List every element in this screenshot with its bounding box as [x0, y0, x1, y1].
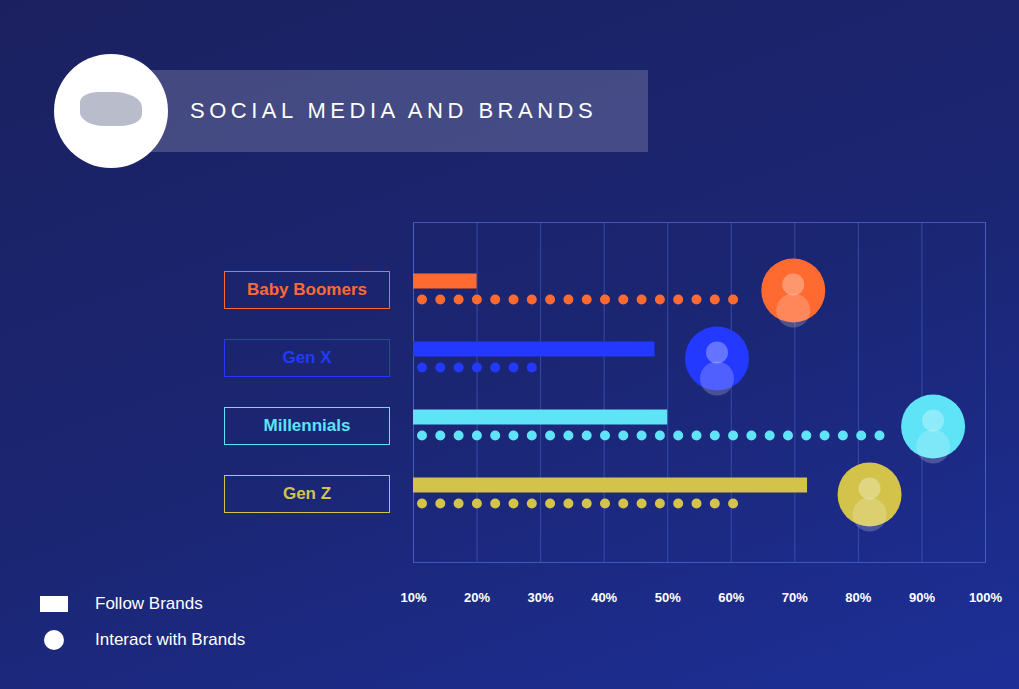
svg-text:100%: 100% [969, 590, 1003, 605]
html-text:Gen X: Gen X [282, 348, 332, 367]
svg-text:70%: 70% [782, 590, 808, 605]
svg-text:10%: 10% [400, 590, 426, 605]
html-text:Millennials: Millennials [263, 416, 351, 435]
svg-text:20%: 20% [464, 590, 490, 605]
html-text:Gen Z: Gen Z [282, 484, 332, 503]
html-text:SOCIAL MEDIA AND BRANDS: SOCIAL MEDIA AND BRANDS [190, 98, 598, 123]
svg-text:60%: 60% [718, 590, 744, 605]
html-text:Baby Boomers: Baby Boomers [247, 280, 367, 299]
html-text:Interact with Brands: Interact with Brands [95, 630, 246, 649]
svg-text:80%: 80% [845, 590, 871, 605]
html-text:Follow Brands: Follow Brands [95, 594, 203, 613]
svg-text:50%: 50% [655, 590, 681, 605]
svg-text:30%: 30% [528, 590, 554, 605]
svg-text:40%: 40% [591, 590, 617, 605]
svg-text:90%: 90% [909, 590, 935, 605]
